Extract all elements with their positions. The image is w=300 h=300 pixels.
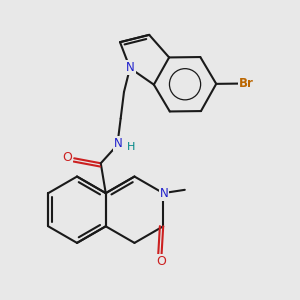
Text: Br: Br xyxy=(239,77,254,90)
Text: N: N xyxy=(160,187,168,200)
Text: N: N xyxy=(114,137,122,150)
Text: H: H xyxy=(127,142,136,152)
Text: O: O xyxy=(62,151,72,164)
Text: O: O xyxy=(157,255,166,268)
Text: N: N xyxy=(126,61,135,74)
